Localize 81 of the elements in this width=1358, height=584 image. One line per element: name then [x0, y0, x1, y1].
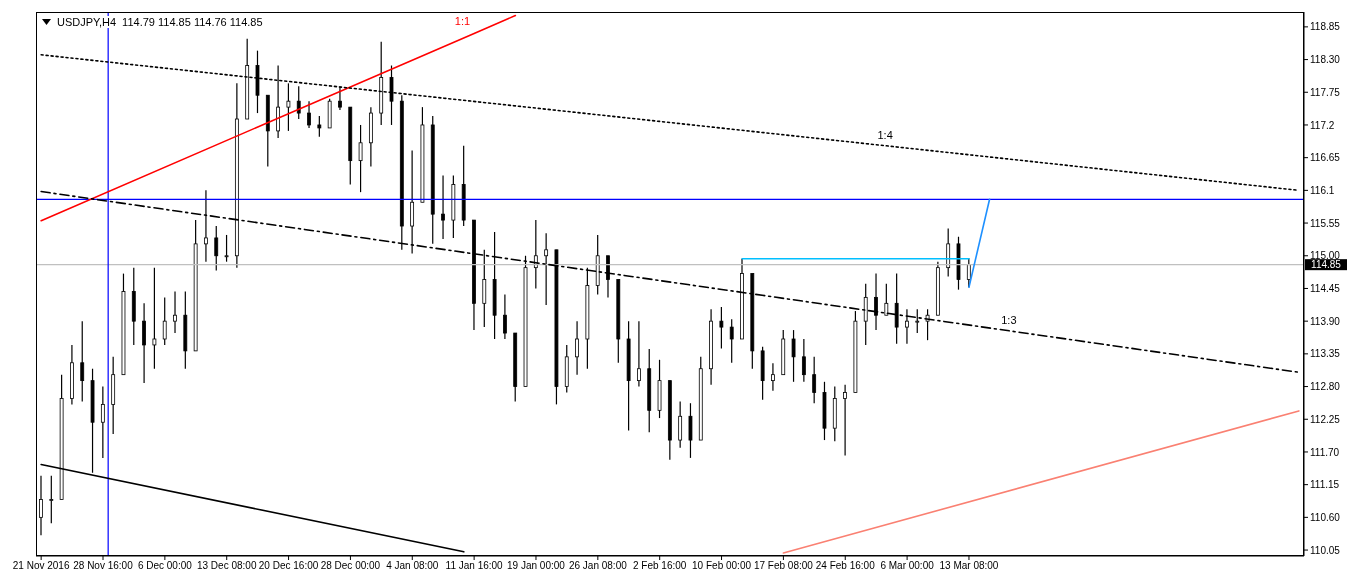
candlestick: [863, 283, 868, 346]
x-tick-label: 11 Jan 16:00: [445, 560, 504, 572]
y-tick-label: 115.55: [1310, 217, 1341, 229]
candlestick: [946, 227, 951, 278]
candlestick: [688, 402, 693, 459]
x-tick-label: 24 Feb 16:00: [815, 560, 876, 572]
y-tick-label: 111.15: [1310, 479, 1340, 491]
y-tick-label: 110.60: [1310, 511, 1341, 523]
y-tick-label: 112.25: [1310, 413, 1341, 425]
candlestick: [606, 255, 610, 298]
candlestick: [894, 273, 899, 345]
y-tick-label: 118.85: [1310, 21, 1341, 33]
candlestick: [843, 384, 847, 457]
x-tick-label: 13 Mar 08:00: [939, 560, 999, 572]
candlestick: [719, 306, 724, 350]
candlestick: [915, 308, 920, 334]
candlestick: [503, 293, 507, 340]
series-label: 1:1: [454, 15, 471, 28]
candlestick: [637, 320, 641, 388]
candlestick: [729, 318, 734, 364]
x-tick-label: 26 Jan 08:00: [568, 560, 628, 572]
x-tick-label: 17 Feb 08:00: [753, 560, 814, 572]
x-tick-label: 21 Nov 2016: [12, 560, 70, 572]
candlestick: [905, 308, 909, 345]
candlestick: [317, 115, 322, 138]
y-tick-label: 111.70: [1310, 446, 1340, 458]
candlestick: [152, 267, 157, 370]
candlestick: [771, 362, 775, 392]
candlestick: [678, 400, 683, 449]
y-tick-label: 116.1: [1310, 184, 1335, 196]
candlestick: [358, 124, 363, 193]
candlestick: [214, 225, 219, 272]
y-tick-label: 117.75: [1310, 86, 1341, 98]
candlestick: [173, 290, 177, 334]
y-tick-label: 113.90: [1310, 315, 1341, 327]
candlestick: [441, 174, 445, 240]
candlestick: [575, 320, 579, 376]
candlestick: [100, 385, 105, 459]
x-tick-label: 28 Nov 16:00: [73, 560, 134, 572]
series-label: 1:4: [877, 128, 893, 141]
candlestick: [296, 85, 301, 120]
candlestick: [338, 85, 342, 111]
y-tick-label: 116.65: [1310, 152, 1341, 164]
candlestick: [224, 234, 229, 263]
candlestick: [884, 283, 889, 316]
y-tick-label: 113.35: [1310, 348, 1341, 360]
candlestick: [389, 64, 394, 126]
candlestick: [544, 232, 549, 306]
series-label: 1:3: [1001, 314, 1017, 327]
candlestick: [80, 320, 85, 403]
candlestick: [142, 302, 146, 384]
candlestick: [966, 257, 971, 288]
chart-title: USDJPY,H4: [57, 16, 117, 28]
x-tick-label: 6 Mar 00:00: [880, 560, 935, 572]
x-tick-label: 28 Dec 00:00: [320, 560, 381, 572]
candlestick: [812, 356, 817, 404]
chart-subtitle: 114.79 114.85 114.76 114.85: [122, 16, 263, 28]
candlestick: [801, 338, 806, 383]
y-tick-label: 117.2: [1310, 119, 1335, 131]
x-tick-label: 13 Dec 08:00: [196, 560, 257, 572]
y-tick-label: 110.05: [1310, 544, 1341, 556]
x-tick-label: 19 Jan 00:00: [507, 560, 566, 572]
x-tick-label: 2 Feb 16:00: [633, 560, 687, 572]
candlestick: [874, 273, 878, 331]
candlestick: [307, 100, 311, 129]
x-tick-label: 10 Feb 00:00: [692, 560, 752, 572]
y-tick-label: 118.30: [1310, 54, 1341, 66]
candlestick: [39, 475, 43, 536]
y-tick-label: 112.80: [1310, 381, 1341, 393]
x-tick-label: 6 Dec 00:00: [137, 560, 193, 572]
y-tick-label: 115.00: [1310, 250, 1341, 262]
candlestick: [162, 296, 167, 346]
candlestick: [286, 82, 291, 132]
ref-line-label: 114.85: [1311, 259, 1342, 271]
candlestick: [482, 249, 487, 328]
candlestick: [791, 329, 796, 383]
candlestick: [276, 64, 281, 139]
x-tick-label: 20 Dec 16:00: [258, 560, 319, 572]
candlestick: [49, 475, 54, 524]
x-tick-label: 4 Jan 08:00: [386, 560, 439, 572]
y-tick-label: 114.45: [1310, 283, 1341, 295]
